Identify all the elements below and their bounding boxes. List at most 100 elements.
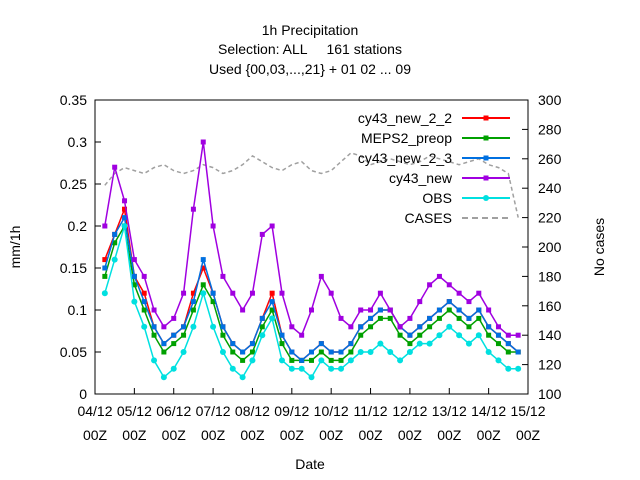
data-point-MEPS2_preop xyxy=(279,341,285,347)
data-point-MEPS2_preop xyxy=(476,315,482,321)
series-OBS xyxy=(101,223,522,381)
data-point-OBS xyxy=(180,349,187,355)
y2-axis-ticks: 100 120 140 160 180 200 220 240 260 280 300 xyxy=(522,92,562,402)
data-point-cy43_new xyxy=(299,332,305,338)
legend-marker-cy43_new xyxy=(483,175,489,181)
data-point-cy43_new_2_2 xyxy=(190,290,196,296)
data-point-cy43_new xyxy=(289,324,295,330)
y2-tick-label: 280 xyxy=(538,121,562,137)
data-point-cy43_new_2_3 xyxy=(131,273,137,279)
data-point-cy43_new xyxy=(240,307,246,313)
x-tick-label-hour: 00Z xyxy=(280,427,305,443)
x-tick-label-hour: 00Z xyxy=(83,427,108,443)
data-point-OBS xyxy=(121,223,128,229)
data-point-MEPS2_preop xyxy=(338,357,344,363)
data-point-MEPS2_preop xyxy=(407,341,413,347)
series-line-cases xyxy=(104,152,519,218)
data-point-cy43_new_2_2 xyxy=(200,265,206,271)
data-point-OBS xyxy=(367,349,374,355)
data-point-OBS xyxy=(111,256,118,263)
data-point-cy43_new_2_2 xyxy=(141,290,147,296)
data-point-OBS xyxy=(160,374,167,381)
y-tick-label: 0.2 xyxy=(68,218,88,234)
x-tick-label-hour: 00Z xyxy=(477,427,502,443)
data-point-cy43_new xyxy=(328,290,334,296)
legend-label-cy43_new_2_2: cy43_new_2_2 xyxy=(358,110,452,126)
data-point-MEPS2_preop xyxy=(328,357,334,363)
data-point-MEPS2_preop xyxy=(269,307,275,313)
legend-label-cy43_new_2_3: cy43_new_2_3 xyxy=(358,150,452,166)
data-point-cy43_new xyxy=(181,290,187,296)
data-point-MEPS2_preop xyxy=(240,357,246,363)
data-point-cy43_new_2_3 xyxy=(446,299,452,305)
data-point-cy43_new xyxy=(476,290,482,296)
data-point-cy43_new xyxy=(397,324,403,330)
data-point-MEPS2_preop xyxy=(358,332,364,338)
data-point-cy43_new_2_3 xyxy=(407,332,413,338)
x-tick-label-hour: 00Z xyxy=(122,427,147,443)
y2-tick-label: 100 xyxy=(538,386,562,402)
y2-tick-label: 120 xyxy=(538,357,562,373)
data-point-cy43_new_2_3 xyxy=(181,324,187,330)
data-point-MEPS2_preop xyxy=(259,324,265,330)
data-point-cy43_new_2_3 xyxy=(259,315,265,321)
y-tick-label: 0 xyxy=(79,386,87,402)
data-point-cy43_new_2_3 xyxy=(515,349,521,355)
data-point-cy43_new_2_3 xyxy=(377,307,383,313)
x-tick-label-date: 06/12 xyxy=(156,403,191,419)
data-point-OBS xyxy=(318,357,325,364)
data-point-cy43_new_2_3 xyxy=(151,324,157,330)
data-point-cy43_new_2_3 xyxy=(338,349,344,355)
data-point-cy43_new xyxy=(348,324,354,330)
data-point-OBS xyxy=(151,357,158,364)
x-tick-label-date: 12/12 xyxy=(392,403,427,419)
data-point-OBS xyxy=(338,365,345,372)
data-point-MEPS2_preop xyxy=(210,299,216,305)
data-point-cy43_new xyxy=(456,290,462,296)
data-point-MEPS2_preop xyxy=(417,332,423,338)
data-point-cy43_new xyxy=(230,290,236,296)
data-point-cy43_new_2_3 xyxy=(220,324,226,330)
data-point-cy43_new xyxy=(338,315,344,321)
data-point-MEPS2_preop xyxy=(200,282,206,288)
data-point-OBS xyxy=(436,332,443,339)
data-point-MEPS2_preop xyxy=(377,315,383,321)
legend-marker-OBS xyxy=(483,195,489,201)
data-point-cy43_new xyxy=(377,290,383,296)
data-point-OBS xyxy=(465,340,472,347)
data-point-OBS xyxy=(308,374,315,381)
data-point-MEPS2_preop xyxy=(112,240,118,246)
x-tick-label-date: 09/12 xyxy=(274,403,309,419)
data-point-cy43_new_2_3 xyxy=(210,290,216,296)
legend: cy43_new_2_2 MEPS2_preop cy43_new_2_3 cy43_… xyxy=(358,110,510,226)
data-point-OBS xyxy=(219,349,226,355)
data-point-OBS xyxy=(387,349,394,355)
data-point-OBS xyxy=(101,290,108,297)
data-point-OBS xyxy=(505,365,512,372)
y2-tick-label: 140 xyxy=(538,327,562,343)
data-point-cy43_new_2_3 xyxy=(495,332,501,338)
data-point-OBS xyxy=(190,323,197,330)
x-tick-label-date: 13/12 xyxy=(432,403,467,419)
legend-label-CASES: CASES xyxy=(405,210,452,226)
x-tick-label-hour: 00Z xyxy=(398,427,423,443)
data-point-OBS xyxy=(229,365,236,372)
data-point-OBS xyxy=(416,340,423,347)
data-point-MEPS2_preop xyxy=(466,324,472,330)
x-axis-ticks: 04/12 00Z 05/12 00Z 06/12 00Z 07/12 00Z 08/12 00Z… xyxy=(77,388,546,443)
data-point-cy43_new xyxy=(309,307,314,313)
data-point-OBS xyxy=(446,323,453,330)
data-point-cy43_new_2_3 xyxy=(368,315,374,321)
data-point-OBS xyxy=(298,365,305,372)
data-point-MEPS2_preop xyxy=(151,332,157,338)
x-tick-label-hour: 00Z xyxy=(240,427,265,443)
x-tick-label-hour: 00Z xyxy=(319,427,344,443)
data-point-cy43_new_2_3 xyxy=(456,307,462,313)
y-axis-ticks: 0 0.05 0.1 0.15 0.2 0.25 0.3 0.35 xyxy=(60,92,101,402)
data-point-OBS xyxy=(131,298,138,305)
y2-tick-label: 160 xyxy=(538,298,562,314)
data-point-cy43_new xyxy=(358,307,364,313)
y2-tick-label: 180 xyxy=(538,268,562,284)
y2-tick-label: 260 xyxy=(538,151,562,167)
